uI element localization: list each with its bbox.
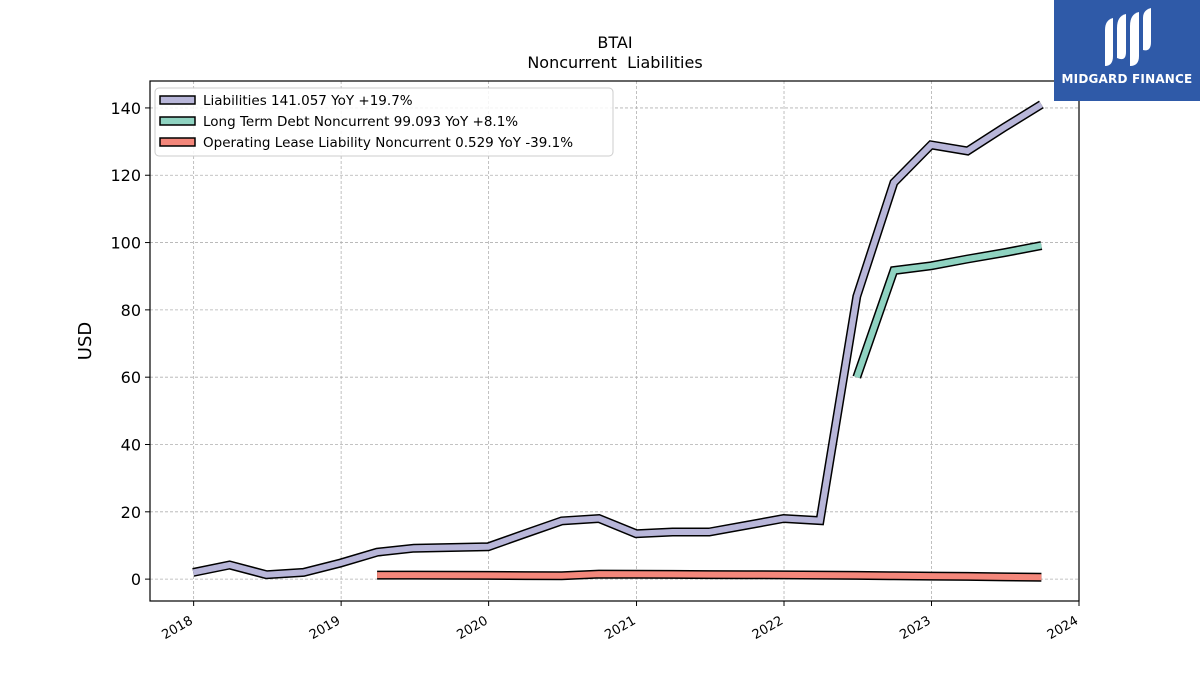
y-axis: 0 20 40 60 80 100 120 140 [110, 99, 150, 589]
chart-subtitle: Noncurrent Liabilities [527, 53, 702, 72]
x-tick-label: 2019 [307, 613, 343, 643]
series-line [377, 571, 1042, 581]
y-tick-label: 0 [131, 570, 141, 589]
x-tick-label: 2020 [454, 613, 490, 643]
legend-label: Operating Lease Liability Noncurrent 0.5… [203, 135, 573, 151]
legend-box [154, 87, 614, 157]
brand-name: MIDGARD FINANCE [1061, 72, 1193, 86]
legend-swatch [159, 95, 196, 105]
y-tick-label: 20 [121, 503, 141, 522]
y-tick-label: 100 [110, 234, 141, 253]
x-tick-label: 2022 [750, 613, 786, 643]
x-tick-label: 2024 [1045, 613, 1081, 643]
midgard-logo-icon [1105, 8, 1151, 66]
series-0 [192, 100, 1044, 580]
y-tick-label: 120 [110, 166, 141, 185]
brand-logo: MIDGARD FINANCE [1054, 0, 1200, 101]
y-tick-label: 140 [110, 99, 141, 118]
x-axis: 2018 2019 2020 2021 2022 2023 2024 [159, 601, 1081, 643]
x-tick-label: 2023 [897, 613, 933, 643]
legend-label: Long Term Debt Noncurrent 99.093 YoY +8.… [203, 114, 518, 130]
chart-title: BTAI [597, 33, 632, 52]
legend-label: Liabilities 141.057 YoY +19.7% [203, 93, 413, 109]
y-tick-label: 40 [121, 435, 141, 454]
x-tick-label: 2021 [602, 613, 638, 643]
series-line [192, 101, 1043, 578]
series-2 [377, 569, 1042, 582]
legend: Liabilities 141.057 YoY +19.7% Long Term … [154, 87, 614, 157]
plot-frame [149, 80, 1080, 602]
series-layer [192, 100, 1044, 582]
legend-swatch [159, 116, 196, 126]
legend-swatch [159, 137, 196, 147]
series-line [853, 242, 1042, 379]
y-tick-label: 80 [121, 301, 141, 320]
y-axis-label: USD [75, 322, 96, 360]
x-tick-label: 2018 [159, 613, 195, 643]
series-1 [852, 241, 1043, 379]
y-tick-label: 60 [121, 368, 141, 387]
